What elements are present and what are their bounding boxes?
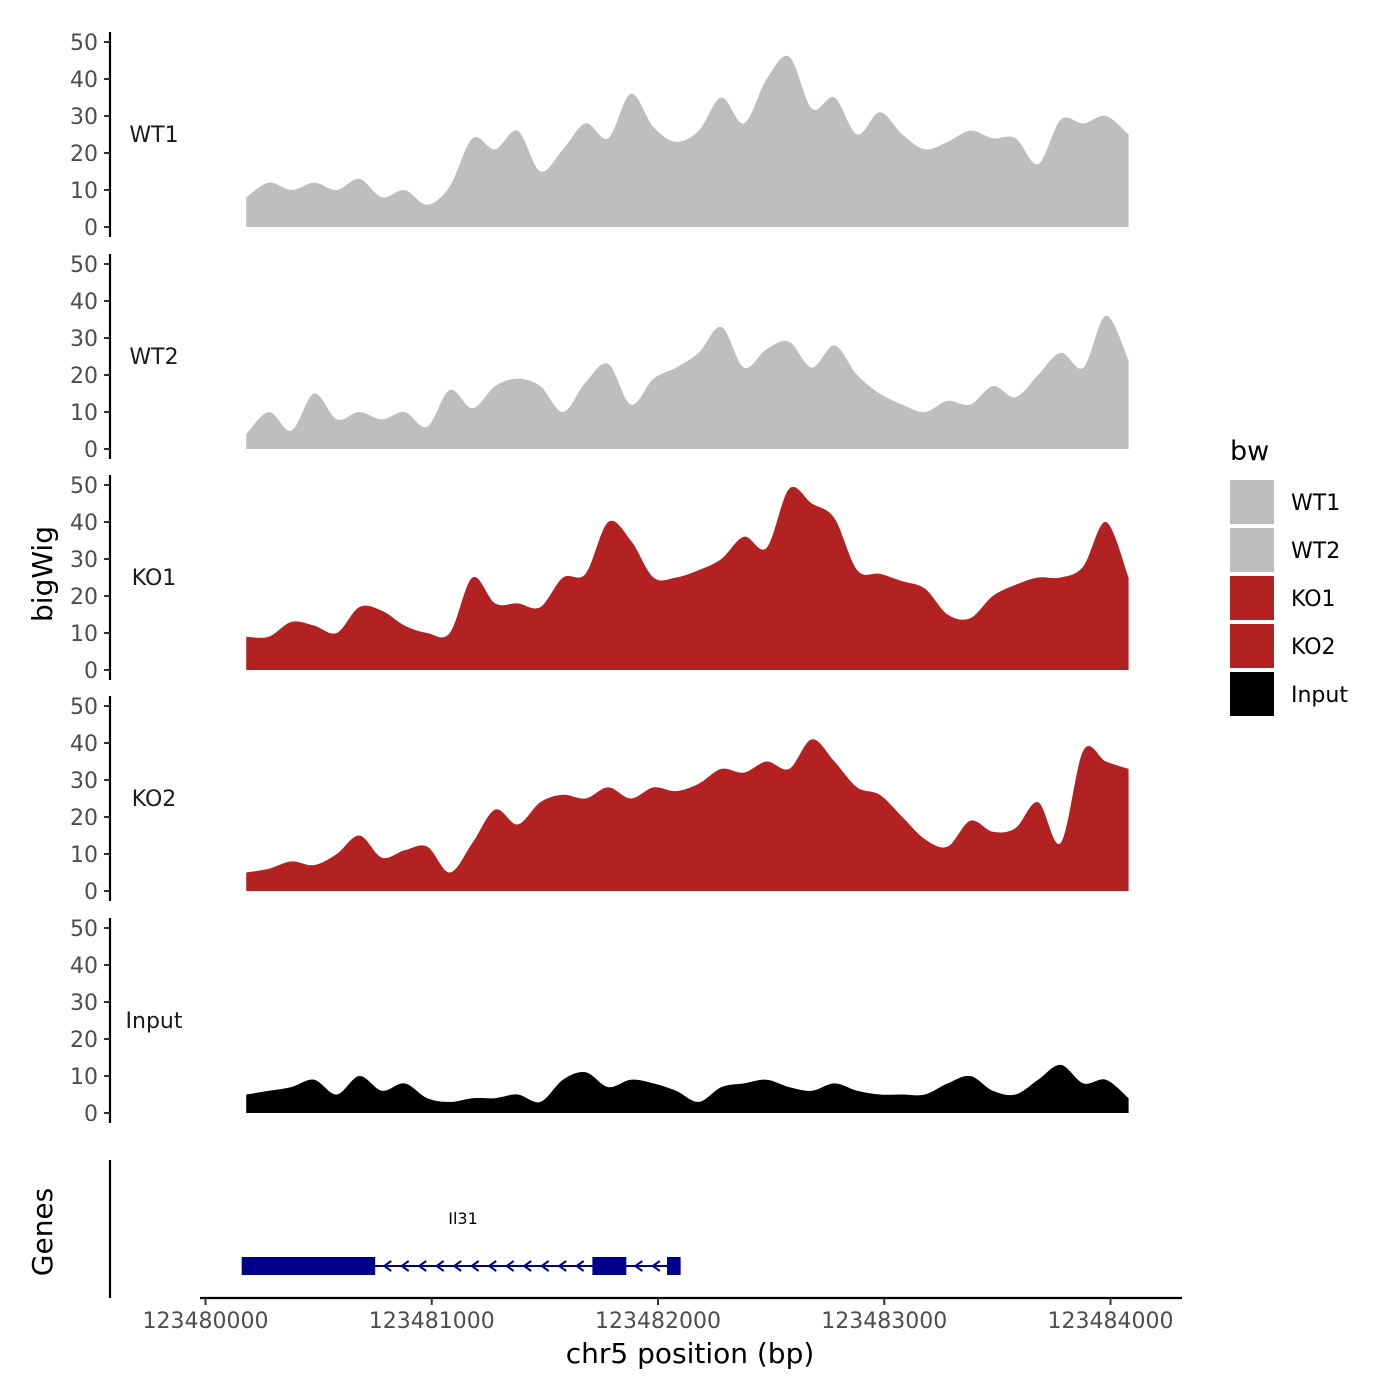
y-tick-label: 20 [70,806,98,831]
gene-exon [241,1257,376,1275]
strand-arrow [487,1260,497,1272]
y-tick-label: 50 [70,474,98,499]
track-wt1: 0 10 20 30 40 50 WT1 [70,31,1129,241]
strand-arrow [574,1260,585,1272]
coverage-area-wt2 [246,315,1129,449]
y-tick-label: 20 [70,1028,98,1053]
legend-swatch-ko1 [1230,576,1274,620]
x-tick-label: 123481000 [369,1309,495,1334]
strand-arrow [452,1260,462,1272]
strand-arrow [417,1260,427,1272]
strand-arrow [633,1260,643,1272]
y-tick-label: 10 [70,179,98,204]
track-ko1: 0 10 20 30 40 50 KO1 [70,474,1129,684]
track-ko2: 0 10 20 30 40 50 KO2 [70,695,1129,905]
legend-swatch-wt2 [1230,528,1274,572]
legend-label-wt2: WT2 [1291,539,1340,564]
y-tick-label: 0 [84,438,98,463]
y-tick-label: 40 [70,68,98,93]
y-tick-label: 30 [70,991,98,1016]
y-axis-title: bigWig [26,526,59,622]
strand-arrow [557,1260,567,1272]
y-tick-label: 20 [70,585,98,610]
coverage-area-ko2 [246,739,1129,891]
legend-swatch-wt1 [1230,480,1274,524]
genes-axis-title: Genes [26,1188,59,1276]
x-tick-label: 123483000 [821,1309,947,1334]
x-axis: 123480000 123481000 123482000 123483000 1234… [143,1296,1182,1334]
y-tick-label: 10 [70,1065,98,1090]
y-tick-label: 0 [84,659,98,684]
gene-panel: Il31 [108,1160,681,1298]
y-tick-label: 30 [70,548,98,573]
y-tick-label: 0 [84,1102,98,1127]
legend-swatch-input [1230,672,1274,716]
x-axis-title: chr5 position (bp) [566,1337,815,1370]
legend-label-ko1: KO1 [1291,587,1336,612]
strand-arrow [522,1260,532,1272]
strand-arrow [382,1260,392,1272]
track-label-input: Input [126,1009,183,1034]
x-tick-label: 123482000 [595,1309,721,1334]
y-tick-label: 10 [70,622,98,647]
track-label-ko2: KO2 [132,787,177,812]
coverage-area-ko1 [246,486,1129,670]
track-wt2: 0 10 20 30 40 50 WT2 [70,253,1129,463]
legend: bw WT1 WT2 KO1 KO2 Input [1230,436,1348,716]
legend-title: bw [1230,436,1269,467]
x-tick-label: 123484000 [1048,1309,1174,1334]
strand-arrow [399,1260,410,1272]
y-tick-label: 20 [70,142,98,167]
y-tick-label: 40 [70,290,98,315]
x-tick-label: 123480000 [143,1309,269,1334]
coverage-tracks: 0 10 20 30 40 50 WT1 0 10 20 30 40 50 WT2 0 10 20 30 40 50 K… [70,31,1129,1127]
y-tick-label: 10 [70,843,98,868]
legend-label-ko2: KO2 [1291,635,1336,660]
y-tick-label: 30 [70,105,98,130]
gene-il31: Il31 [241,1209,681,1275]
coverage-area-input [246,1064,1129,1113]
strand-arrow [469,1260,480,1272]
y-tick-label: 0 [84,880,98,905]
gene-exon [667,1257,681,1275]
track-input: 0 10 20 30 40 50 Input [70,917,1129,1127]
strand-arrow [539,1260,550,1272]
y-tick-label: 10 [70,401,98,426]
y-tick-label: 20 [70,364,98,389]
y-tick-label: 50 [70,31,98,56]
y-tick-label: 30 [70,327,98,352]
track-label-wt1: WT1 [129,123,178,148]
y-tick-label: 50 [70,253,98,278]
y-tick-label: 50 [70,695,98,720]
coverage-area-wt1 [246,55,1129,228]
strand-arrow [434,1260,445,1272]
y-tick-label: 0 [84,216,98,241]
strand-arrow [651,1260,661,1272]
legend-label-wt1: WT1 [1291,491,1340,516]
y-tick-label: 50 [70,917,98,942]
strand-arrow [504,1260,515,1272]
gene-name-label: Il31 [448,1209,478,1228]
legend-swatch-ko2 [1230,624,1274,668]
track-label-wt2: WT2 [129,345,178,370]
y-tick-label: 40 [70,732,98,757]
y-tick-label: 40 [70,511,98,536]
track-label-ko1: KO1 [132,566,177,591]
y-tick-label: 30 [70,769,98,794]
gene-exon [592,1257,627,1275]
legend-label-input: Input [1291,683,1348,708]
y-tick-label: 40 [70,954,98,979]
